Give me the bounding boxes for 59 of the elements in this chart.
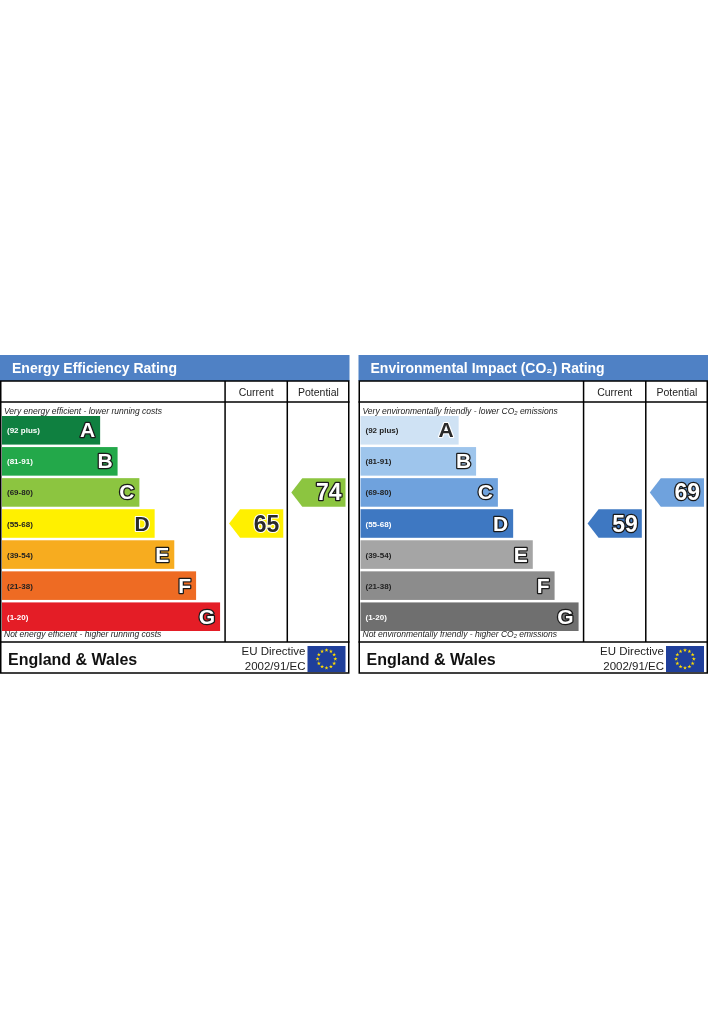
- annotation: F: [178, 573, 192, 597]
- y-tick-label: (92 plus): [365, 426, 399, 436]
- annotation: C: [119, 480, 135, 504]
- y-tick-label: (92 plus): [7, 426, 41, 436]
- y-tick-label: (21-38): [7, 581, 34, 591]
- y-tick-label: (81-91): [365, 457, 392, 467]
- annotation: Very environmentally friendly - lower CO₂ emissions: [362, 406, 559, 416]
- bar: [2, 447, 118, 476]
- y-tick-label: (69-80): [7, 488, 34, 498]
- text: 59: [612, 510, 638, 537]
- annotation: Very energy efficient - lower running costs: [4, 406, 163, 416]
- y-tick-label: (39-54): [7, 550, 34, 560]
- text: EU Directive: [241, 645, 306, 657]
- text: 69: [674, 479, 700, 506]
- bar: [360, 447, 477, 476]
- annotation: G: [198, 604, 216, 628]
- annotation: D: [134, 511, 150, 535]
- text: England & Wales: [8, 651, 138, 668]
- bar: [360, 478, 498, 507]
- chart-title: Energy Efficiency Rating: [12, 360, 177, 376]
- annotation: E: [513, 542, 528, 566]
- y-tick-label: (69-80): [365, 488, 392, 498]
- text: Current: [238, 386, 274, 398]
- annotation: E: [155, 542, 170, 566]
- text: Potential: [297, 386, 339, 398]
- text: Potential: [656, 386, 698, 398]
- annotation: B: [97, 449, 113, 473]
- annotation: C: [477, 480, 493, 504]
- text: 65: [253, 510, 280, 537]
- annotation: A: [438, 418, 454, 442]
- text: 2002/91/EC: [244, 660, 306, 672]
- annotation: G: [557, 604, 574, 628]
- y-tick-label: (39-54): [365, 550, 392, 560]
- text: England & Wales: [366, 651, 496, 668]
- y-tick-label: (21-38): [365, 581, 392, 591]
- text: 2002/91/EC: [603, 660, 664, 672]
- bar: [2, 571, 197, 600]
- bar: [2, 540, 175, 569]
- bar: [360, 602, 579, 631]
- bar: [2, 602, 221, 631]
- text: Current: [597, 386, 633, 398]
- annotation: D: [492, 511, 509, 535]
- chart-title: Environmental Impact (CO₂) Rating: [370, 360, 605, 376]
- annotation: F: [536, 573, 550, 597]
- annotation: B: [455, 449, 472, 473]
- bar: [360, 509, 514, 538]
- y-tick-label: (1-20): [365, 612, 388, 622]
- y-tick-label: (81-91): [7, 457, 34, 467]
- text: 74: [315, 479, 342, 506]
- y-tick-label: (1-20): [7, 612, 29, 622]
- bar: [2, 478, 140, 507]
- text: EU Directive: [600, 645, 664, 657]
- bar: [360, 540, 533, 569]
- y-tick-label: (55-68): [365, 519, 392, 529]
- annotation: Not environmentally friendly - higher CO₂ emissions: [362, 629, 558, 639]
- bar: [360, 571, 555, 600]
- bar: [2, 509, 155, 538]
- annotation: A: [79, 418, 96, 442]
- y-tick-label: (55-68): [7, 519, 34, 529]
